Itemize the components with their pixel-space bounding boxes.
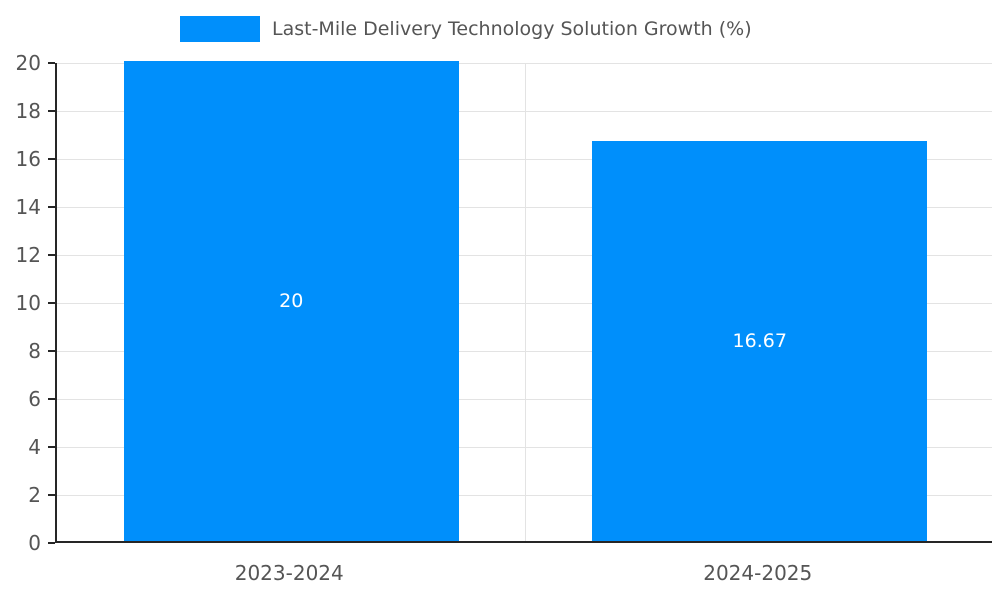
y-tick-mark <box>48 62 55 64</box>
x-tick-label: 2023-2024 <box>234 561 344 585</box>
plot-area: 20 16.67 <box>55 61 992 543</box>
y-tick-label: 8 <box>28 339 41 363</box>
y-gridline <box>57 206 992 208</box>
y-gridline <box>57 446 992 448</box>
y-tick-label: 18 <box>15 99 41 123</box>
y-tick-mark <box>48 494 55 496</box>
legend-label: Last-Mile Delivery Technology Solution G… <box>272 18 752 40</box>
y-tick-mark <box>48 206 55 208</box>
legend: Last-Mile Delivery Technology Solution G… <box>180 16 752 42</box>
y-gridline <box>57 302 992 304</box>
y-tick-label: 4 <box>28 435 41 459</box>
y-gridline <box>57 158 992 160</box>
x-gridline <box>525 63 526 541</box>
bar-value-label: 20 <box>279 290 304 312</box>
y-tick-label: 0 <box>28 531 41 555</box>
y-tick-label: 12 <box>15 243 41 267</box>
y-gridline <box>57 62 992 64</box>
legend-swatch <box>180 16 260 42</box>
x-tick-label: 2024-2025 <box>703 561 813 585</box>
bar-value-label: 16.67 <box>732 329 787 352</box>
y-tick-label: 6 <box>28 387 41 411</box>
y-tick-mark <box>48 254 55 256</box>
bar: 16.67 <box>592 140 928 541</box>
y-tick-label: 2 <box>28 483 41 507</box>
y-tick-label: 10 <box>15 291 41 315</box>
y-tick-label: 14 <box>15 195 41 219</box>
y-tick-mark <box>48 398 55 400</box>
y-gridline <box>57 110 992 112</box>
bar: 20 <box>123 61 459 541</box>
y-tick-mark <box>48 110 55 112</box>
y-gridline <box>57 254 992 256</box>
y-gridline <box>57 398 992 400</box>
y-tick-label: 16 <box>15 147 41 171</box>
y-tick-mark <box>48 446 55 448</box>
y-tick-mark <box>48 542 55 544</box>
y-tick-mark <box>48 350 55 352</box>
y-gridline <box>57 494 992 496</box>
y-gridline <box>57 350 992 352</box>
y-tick-label: 20 <box>15 51 41 75</box>
y-tick-mark <box>48 302 55 304</box>
y-tick-mark <box>48 158 55 160</box>
